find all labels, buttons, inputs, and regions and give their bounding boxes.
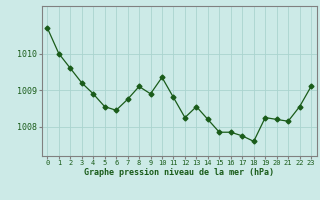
X-axis label: Graphe pression niveau de la mer (hPa): Graphe pression niveau de la mer (hPa)	[84, 168, 274, 177]
